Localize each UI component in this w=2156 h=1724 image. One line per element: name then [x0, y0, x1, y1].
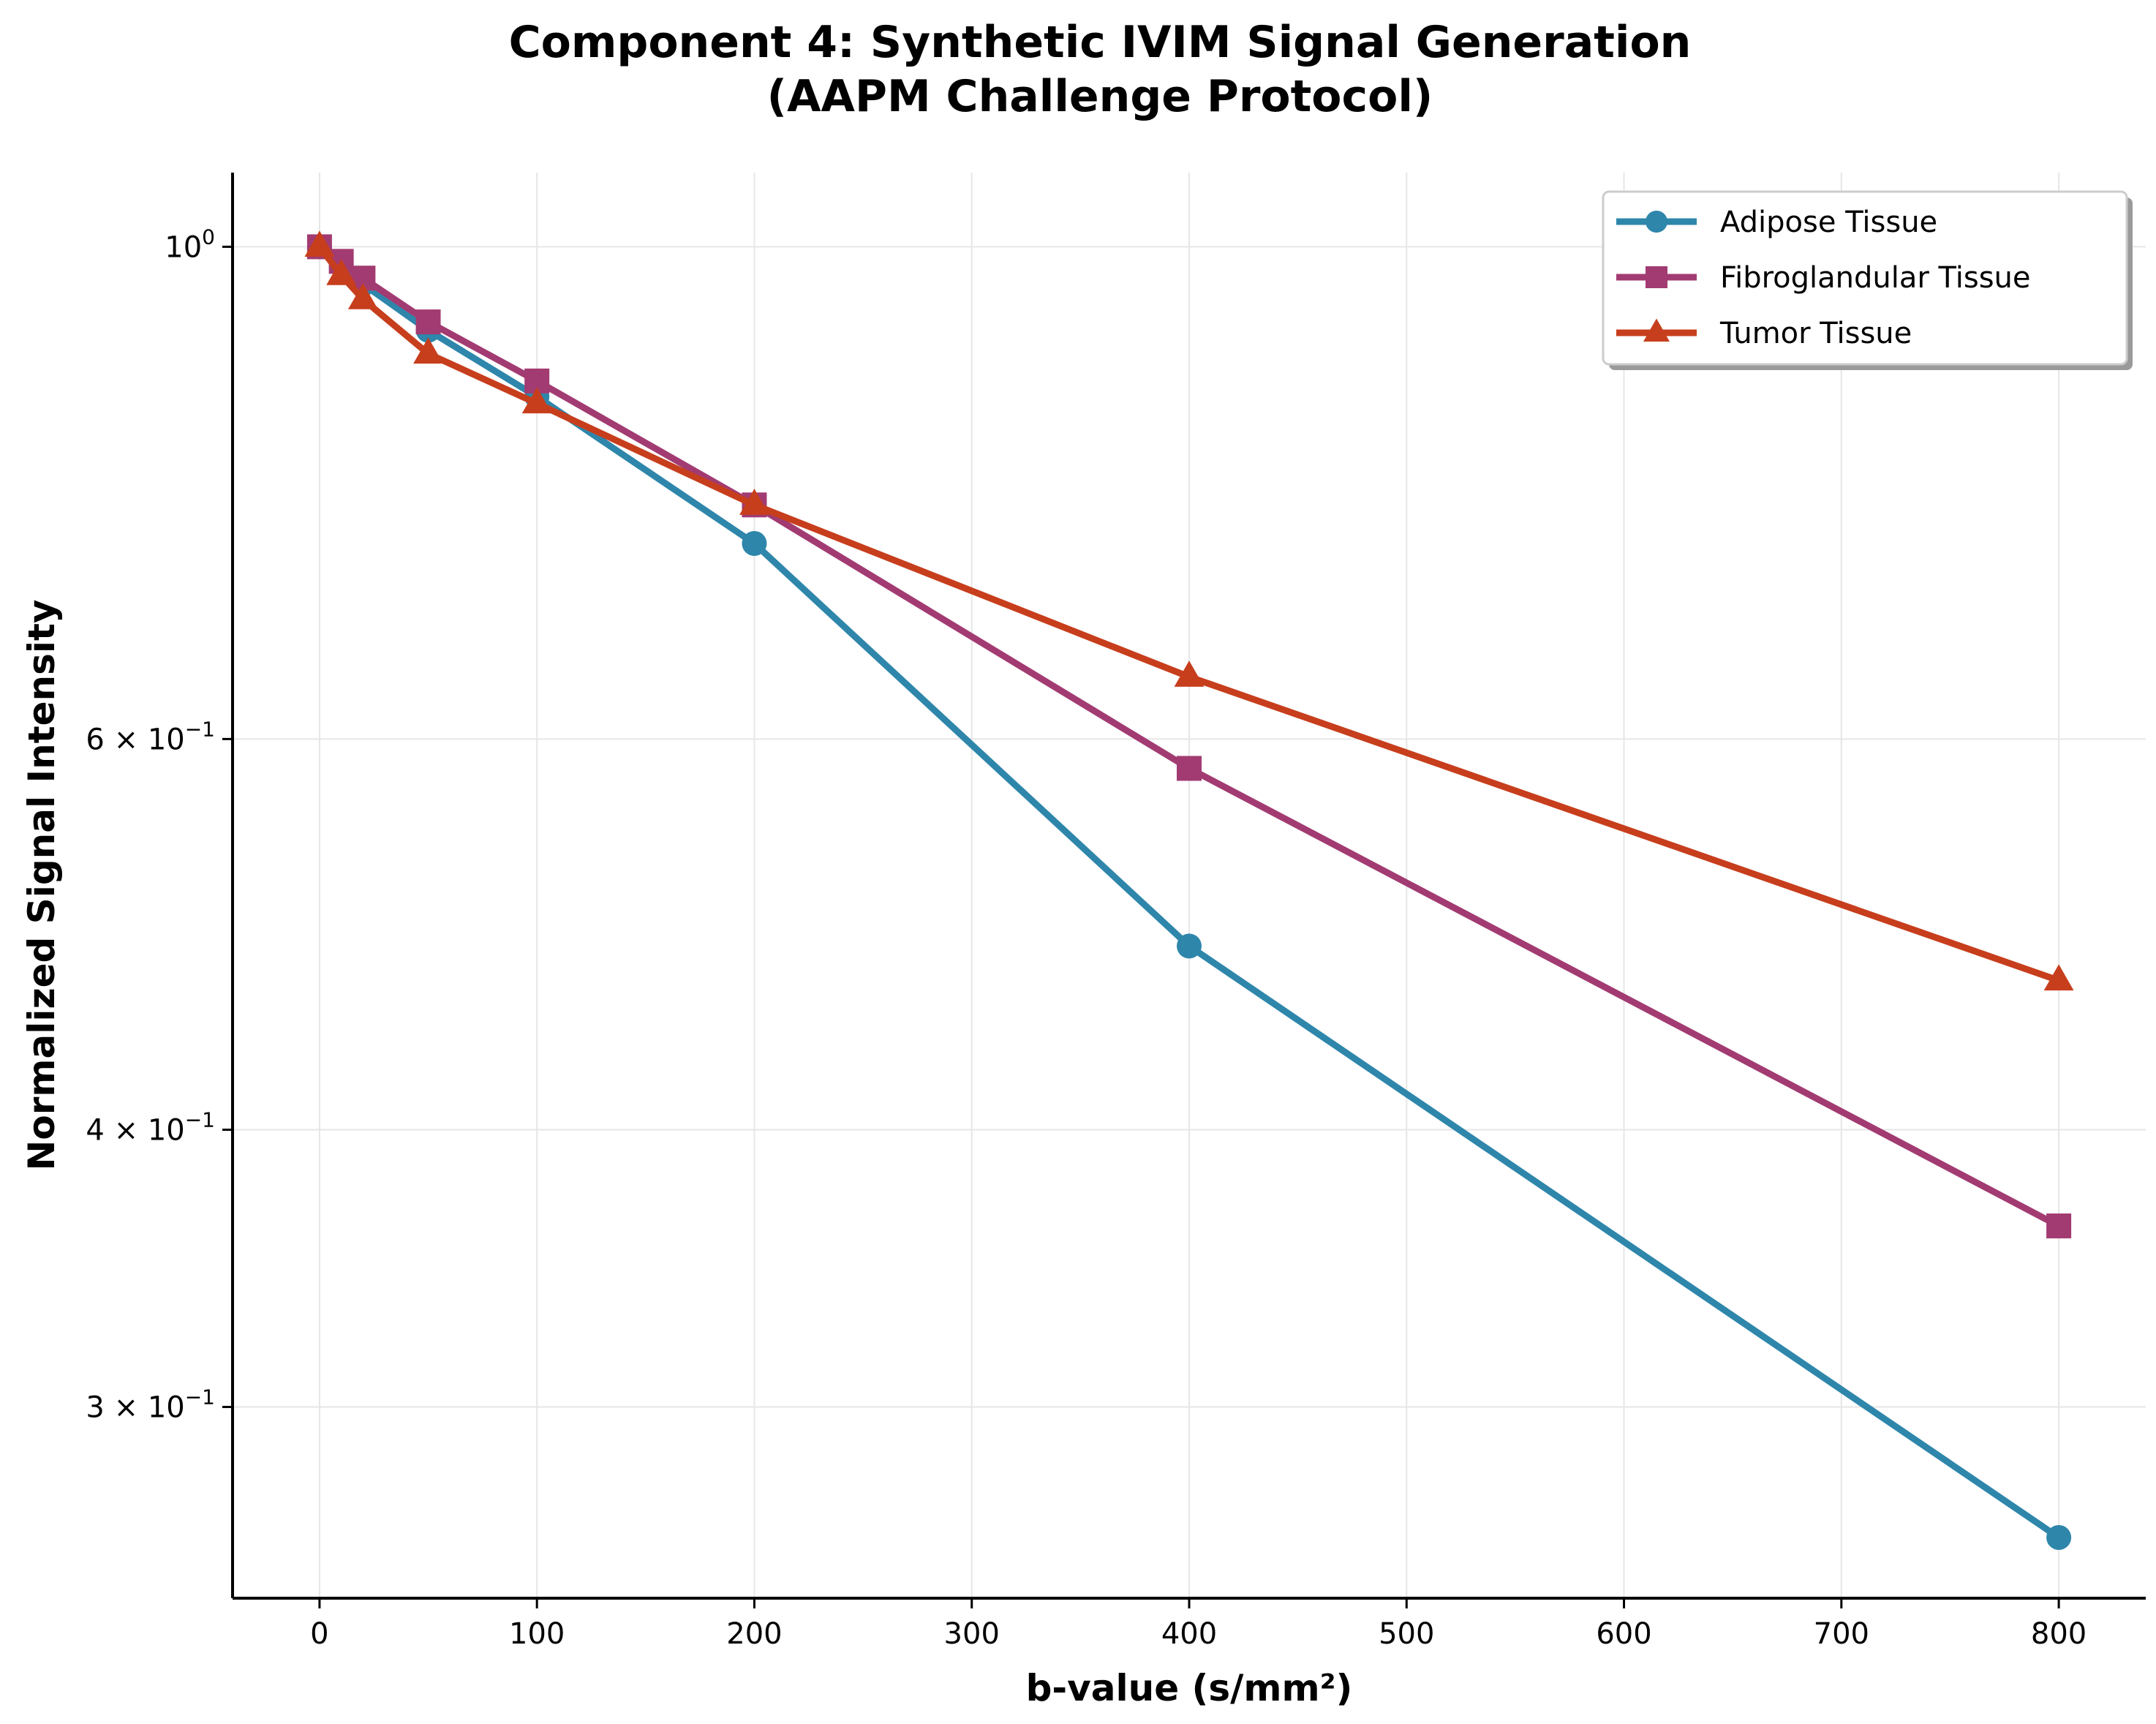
data-point-triangle: [1643, 318, 1670, 342]
y-tick-exponent: −1: [185, 1385, 215, 1409]
y-tick-exponent: −1: [185, 717, 215, 741]
data-point-square: [2046, 1213, 2072, 1239]
data-point-circle: [1646, 211, 1667, 233]
legend-label: Fibroglandular Tissue: [1720, 261, 2031, 295]
plot-series: [304, 230, 2074, 1550]
data-point-circle: [1177, 933, 1202, 959]
x-tick-label: 600: [1596, 1617, 1651, 1651]
x-tick-label: 0: [310, 1617, 328, 1651]
legend-box: [1602, 190, 2128, 366]
data-point-circle: [742, 531, 767, 557]
data-point-triangle: [304, 230, 335, 257]
y-tick-base: 3 × 10: [86, 1391, 184, 1425]
y-tick-base: 10: [165, 230, 202, 264]
y-tick-base: 6 × 10: [86, 723, 184, 756]
x-axis-label: b-value (s/mm²): [1026, 1667, 1353, 1709]
data-point-triangle: [1174, 660, 1205, 687]
chart-title-line-2: (AAPM Challenge Protocol): [767, 71, 1433, 122]
legend-item: Tumor Tissue: [1616, 317, 1912, 350]
data-point-circle: [2046, 1524, 2072, 1550]
legend-items: Adipose Tissue Fibroglandular Tissue Tumor…: [1616, 206, 2031, 350]
y-tick-label: 6 × 10−1: [86, 717, 215, 756]
data-point-square: [415, 309, 441, 335]
data-point-triangle: [413, 337, 443, 364]
legend-label: Tumor Tissue: [1719, 317, 1912, 350]
y-tick-exponent: −1: [185, 1108, 215, 1132]
legend-item: Adipose Tissue: [1616, 206, 1937, 239]
x-tick-label: 100: [509, 1617, 565, 1651]
x-tick-label: 200: [726, 1617, 782, 1651]
x-tick-label: 800: [2031, 1617, 2087, 1651]
data-point-triangle: [326, 259, 357, 285]
x-tick-label: 400: [1161, 1617, 1217, 1651]
data-point-triangle: [739, 489, 769, 515]
x-axis-ticks: 0 100 200 300 400 500 600 700 800: [310, 1598, 2087, 1651]
x-tick-label: 300: [944, 1617, 1000, 1651]
data-point-square: [1177, 756, 1202, 781]
y-tick-base: 4 × 10: [86, 1114, 184, 1148]
data-point-triangle: [521, 387, 552, 414]
chart-title-line-1: Component 4: Synthetic IVIM Signal Gener…: [509, 17, 1692, 68]
data-point-triangle: [347, 283, 378, 309]
y-tick-exponent: 0: [202, 225, 215, 249]
data-point-square: [1646, 266, 1667, 288]
x-tick-label: 700: [1814, 1617, 1869, 1651]
x-tick-label: 500: [1379, 1617, 1434, 1651]
legend-item: Fibroglandular Tissue: [1616, 261, 2031, 295]
y-tick-label: 100: [165, 225, 215, 264]
data-point-triangle: [2043, 964, 2074, 991]
series-tumor-tissue: [304, 230, 2074, 991]
y-tick-label: 4 × 10−1: [86, 1108, 215, 1148]
legend: Adipose Tissue Fibroglandular Tissue Tumor…: [1602, 190, 2133, 370]
legend-label: Adipose Tissue: [1720, 206, 1937, 239]
y-tick-label: 3 × 10−1: [86, 1385, 215, 1425]
y-axis-label: Normalized Signal Intensity: [20, 599, 63, 1170]
